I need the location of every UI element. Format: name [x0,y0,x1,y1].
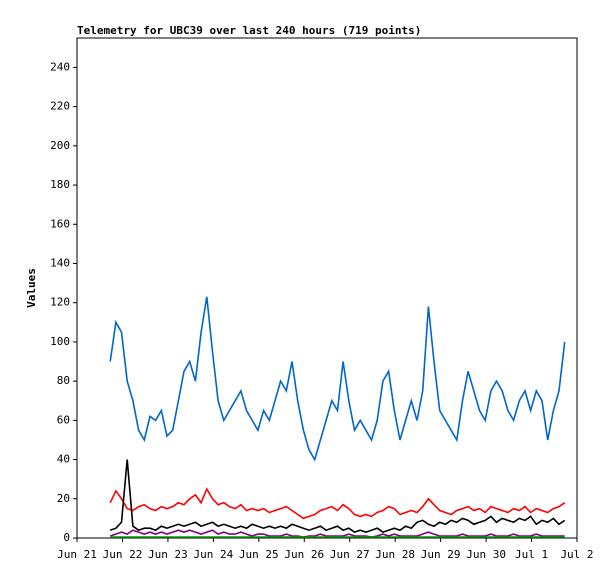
y-tick-label: 20 [57,492,70,505]
y-tick-label: 200 [50,139,70,152]
chart-title: Telemetry for UBC39 over last 240 hours … [77,24,421,37]
x-tick-label: Jul 2 [560,548,593,561]
y-tick-label: 80 [57,374,70,387]
y-tick-label: 40 [57,453,70,466]
series-line [109,459,566,533]
x-tick-label: Jun 23 [148,548,188,561]
x-tick-label: Jun 21 [57,548,97,561]
y-tick-label: 0 [63,531,70,544]
series-line [109,529,565,538]
x-tick-label: Jun 26 [284,548,324,561]
x-tick-label: Jul 1 [515,548,548,561]
y-tick-label: 140 [50,256,70,269]
series-line [109,296,566,462]
x-tick-label: Jun 27 [330,548,370,561]
y-tick-label: 240 [50,60,70,73]
y-tick-label: 100 [50,335,70,348]
y-tick-label: 180 [50,178,70,191]
y-axis-label: Values [25,268,38,308]
x-tick-label: Jun 22 [103,548,143,561]
x-tick-label: Jun 28 [375,548,415,561]
y-tick-label: 220 [50,100,70,113]
x-tick-label: Jun 30 [466,548,506,561]
x-tick-label: Jun 24 [193,548,233,561]
series-line [109,487,566,520]
y-tick-label: 120 [50,296,70,309]
x-tick-label: Jun 25 [239,548,279,561]
y-tick-label: 160 [50,217,70,230]
y-tick-label: 60 [57,413,70,426]
x-tick-label: Jun 29 [421,548,461,561]
plot-frame [76,37,578,539]
